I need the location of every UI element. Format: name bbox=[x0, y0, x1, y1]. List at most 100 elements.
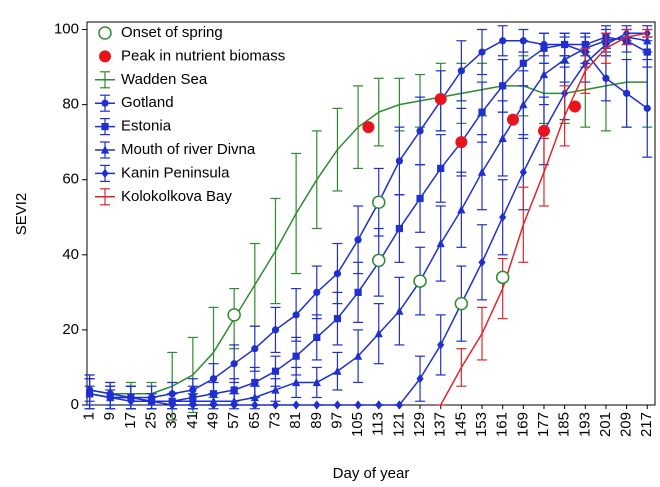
y-tick-label: 100 bbox=[54, 20, 79, 37]
marker bbox=[271, 326, 280, 334]
marker bbox=[499, 82, 507, 90]
x-tick-label: 73 bbox=[266, 412, 283, 429]
marker bbox=[127, 396, 135, 406]
series-line bbox=[89, 36, 648, 402]
marker bbox=[362, 121, 375, 134]
legend-icon bbox=[95, 188, 115, 206]
marker bbox=[251, 378, 259, 387]
x-tick-label: 145 bbox=[452, 412, 469, 437]
marker bbox=[85, 389, 94, 399]
marker bbox=[374, 329, 383, 338]
marker bbox=[292, 311, 300, 319]
marker bbox=[537, 124, 550, 137]
marker bbox=[519, 167, 527, 177]
x-tick-label: 113 bbox=[370, 412, 387, 436]
series-line bbox=[89, 36, 648, 402]
marker bbox=[478, 108, 486, 116]
marker bbox=[395, 224, 403, 233]
marker bbox=[495, 270, 510, 285]
legend-label: Peak in nutrient biomass bbox=[121, 47, 285, 64]
legend-marker bbox=[101, 168, 109, 178]
x-tick-label: 25 bbox=[143, 412, 160, 429]
x-tick-label: 65 bbox=[246, 412, 263, 429]
x-tick-label: 89 bbox=[308, 412, 325, 429]
legend-marker bbox=[101, 99, 109, 107]
marker bbox=[416, 127, 424, 135]
x-tick-label: 105 bbox=[349, 412, 366, 437]
y-tick-label: 20 bbox=[62, 321, 79, 338]
marker bbox=[436, 238, 445, 248]
marker bbox=[251, 400, 259, 410]
marker bbox=[313, 400, 321, 410]
x-tick-label: 17 bbox=[122, 412, 139, 429]
marker bbox=[507, 113, 519, 126]
marker bbox=[416, 194, 424, 203]
marker bbox=[168, 400, 176, 410]
marker bbox=[292, 377, 301, 387]
x-tick-label: 201 bbox=[597, 412, 614, 437]
marker bbox=[434, 92, 447, 105]
marker bbox=[313, 288, 321, 296]
x-axis-label: Day of year bbox=[333, 465, 410, 482]
legend-label: Estonia bbox=[121, 118, 172, 135]
marker bbox=[354, 288, 362, 296]
marker bbox=[437, 164, 445, 173]
marker bbox=[227, 308, 241, 322]
y-tick-label: 80 bbox=[62, 96, 79, 113]
series-line bbox=[89, 81, 648, 395]
marker bbox=[209, 400, 218, 410]
x-tick-label: 137 bbox=[432, 412, 449, 437]
x-tick-label: 121 bbox=[390, 412, 407, 437]
x-tick-label: 57 bbox=[225, 412, 242, 429]
x-tick-label: 169 bbox=[514, 412, 531, 437]
marker bbox=[477, 167, 487, 176]
marker bbox=[292, 352, 300, 360]
legend-marker bbox=[99, 50, 111, 63]
y-tick-label: 40 bbox=[62, 246, 79, 263]
x-tick-label: 177 bbox=[535, 412, 552, 437]
marker bbox=[498, 133, 507, 143]
x-tick-label: 97 bbox=[328, 412, 345, 429]
marker bbox=[454, 296, 469, 311]
legend-marker bbox=[101, 123, 109, 131]
y-axis-label: SEVI2 bbox=[13, 193, 30, 236]
y-tick-label: 0 bbox=[71, 396, 79, 413]
marker bbox=[354, 400, 362, 410]
marker bbox=[395, 157, 403, 165]
x-tick-label: 81 bbox=[287, 412, 304, 429]
marker bbox=[353, 351, 363, 360]
marker bbox=[416, 374, 424, 384]
marker bbox=[499, 37, 507, 45]
marker bbox=[519, 59, 527, 67]
marker bbox=[413, 274, 427, 288]
marker bbox=[312, 377, 321, 387]
series-line bbox=[89, 32, 648, 406]
x-tick-label: 49 bbox=[204, 412, 221, 429]
legend-marker bbox=[100, 145, 110, 154]
legend-label: Kolokolkova Bay bbox=[121, 188, 232, 205]
x-tick-label: 193 bbox=[576, 412, 593, 437]
x-tick-label: 9 bbox=[101, 412, 118, 420]
marker bbox=[250, 392, 259, 402]
legend-label: Gotland bbox=[121, 94, 174, 111]
x-tick-label: 185 bbox=[556, 412, 573, 437]
marker bbox=[395, 400, 403, 410]
x-tick-label: 153 bbox=[473, 412, 490, 437]
marker bbox=[539, 69, 549, 79]
marker bbox=[313, 333, 321, 342]
marker bbox=[602, 74, 610, 82]
legend-label: Kanin Peninsula bbox=[121, 164, 230, 181]
marker bbox=[371, 253, 386, 268]
marker bbox=[643, 104, 651, 112]
x-tick-label: 1 bbox=[81, 412, 98, 420]
marker bbox=[147, 396, 156, 406]
marker bbox=[292, 400, 300, 410]
legend-marker bbox=[98, 26, 112, 40]
x-tick-label: 41 bbox=[184, 412, 201, 429]
marker bbox=[333, 315, 342, 323]
marker bbox=[230, 386, 238, 394]
marker bbox=[560, 54, 569, 64]
marker bbox=[457, 205, 466, 214]
marker bbox=[519, 100, 528, 109]
